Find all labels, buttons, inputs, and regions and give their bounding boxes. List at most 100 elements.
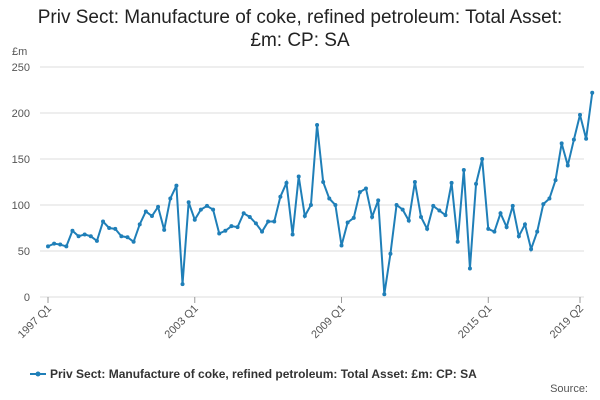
y-tick-label: 50 [18, 246, 30, 258]
point [290, 232, 295, 237]
point [559, 141, 564, 146]
point [553, 178, 558, 183]
point [357, 190, 362, 195]
x-tick-label: 2015 Q1 [456, 303, 494, 341]
point [119, 234, 124, 239]
point [455, 239, 460, 244]
y-tick-label: 200 [12, 108, 30, 120]
point [186, 200, 191, 205]
point [333, 203, 338, 207]
chart-title: Priv Sect: Manufacture of coke, refined … [37, 7, 563, 51]
point [247, 214, 252, 219]
point [241, 211, 246, 216]
point [107, 226, 112, 230]
point [278, 194, 283, 199]
point [223, 228, 228, 233]
point [88, 234, 93, 239]
point [376, 198, 381, 203]
point [449, 180, 454, 185]
point [394, 203, 399, 207]
point [149, 214, 154, 219]
legend-label: Priv Sect: Manufacture of coke, refined … [50, 367, 477, 381]
point [46, 244, 50, 249]
point [217, 231, 222, 236]
point [547, 196, 552, 201]
x-tick-label: 2009 Q1 [309, 303, 347, 341]
point [406, 218, 411, 223]
point [431, 203, 436, 208]
point [143, 209, 148, 214]
point [156, 204, 161, 209]
point [180, 282, 185, 287]
point [339, 243, 344, 248]
point [363, 186, 368, 191]
point [162, 227, 167, 232]
point [382, 292, 387, 297]
point [192, 217, 197, 222]
point [52, 241, 57, 246]
point [70, 228, 75, 233]
point [272, 219, 277, 224]
point [321, 180, 326, 184]
y-tick-label: 150 [12, 154, 30, 166]
x-tick-label: 1997 Q1 [16, 303, 54, 341]
point [253, 221, 258, 226]
point [565, 163, 570, 168]
point [174, 183, 179, 188]
x-tick-label: 2019 Q2 [548, 303, 586, 341]
point [260, 229, 265, 234]
point [510, 203, 515, 208]
point [504, 225, 509, 230]
point [474, 181, 479, 186]
point [137, 222, 142, 227]
point [529, 247, 534, 252]
line [47, 92, 594, 295]
legend-marker [35, 371, 41, 377]
point [400, 207, 405, 212]
point [101, 219, 106, 224]
point [327, 196, 332, 201]
point [437, 208, 442, 213]
point [388, 251, 393, 256]
y-tick-label: 0 [24, 292, 30, 304]
x-tick-label: 2003 Q1 [163, 303, 201, 341]
point [284, 180, 289, 185]
point [541, 202, 546, 207]
point [204, 203, 209, 208]
point [345, 220, 350, 225]
point [302, 214, 307, 219]
point [578, 112, 582, 117]
point [370, 214, 375, 219]
point [516, 234, 521, 239]
point [480, 157, 485, 161]
point [590, 90, 595, 95]
point [125, 235, 130, 240]
point [229, 224, 234, 229]
point [308, 203, 313, 207]
point [113, 226, 118, 231]
point [82, 232, 87, 237]
point [351, 215, 356, 220]
point [58, 242, 63, 247]
point [419, 214, 424, 219]
point [535, 229, 540, 234]
point [266, 219, 271, 224]
point [235, 225, 240, 230]
point [492, 229, 497, 234]
point [412, 180, 417, 184]
point [498, 211, 503, 216]
point [76, 234, 81, 239]
point [425, 226, 430, 231]
point [443, 213, 448, 218]
point [315, 122, 320, 127]
point [571, 137, 576, 142]
point [94, 238, 99, 243]
point [461, 168, 466, 173]
point [64, 244, 69, 249]
y-tick-label: 250 [12, 62, 30, 74]
source: Source: [550, 383, 588, 395]
point [584, 136, 589, 141]
y-tick-label: 100 [12, 200, 30, 212]
point [296, 174, 301, 179]
